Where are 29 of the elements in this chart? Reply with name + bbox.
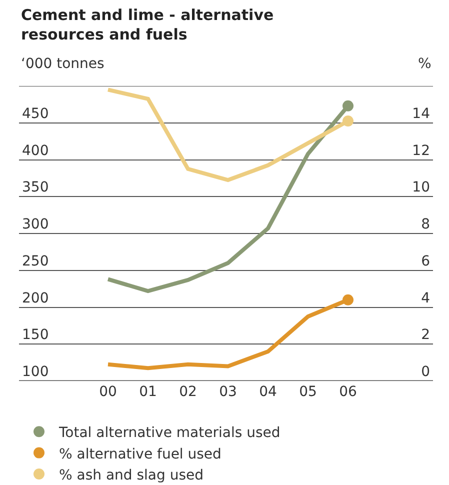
legend-label: Total alternative materials used bbox=[58, 425, 280, 442]
legend-label: % ash and slag used bbox=[59, 467, 204, 484]
x-tick-label: 01 bbox=[139, 384, 157, 400]
y-tick-label: 200 bbox=[22, 290, 49, 306]
chart-title: Cement and lime - alternative resources and fuels bbox=[21, 6, 274, 44]
y-tick-label: 250 bbox=[22, 253, 49, 270]
y2-tick-label: 8 bbox=[421, 216, 430, 233]
y2-axis-title: % bbox=[418, 56, 432, 72]
y-tick-label: 300 bbox=[22, 216, 49, 233]
legend-label: % alternative fuel used bbox=[59, 446, 222, 462]
x-tick-label: 03 bbox=[219, 384, 237, 400]
y-axis-title: ‘000 tonnes bbox=[21, 56, 104, 72]
y-tick-label: 100 bbox=[22, 364, 49, 380]
y2-tick-label: 14 bbox=[412, 106, 430, 122]
y-tick-label: 400 bbox=[22, 142, 49, 159]
y-tick-label: 350 bbox=[22, 180, 49, 196]
x-tick-label: 04 bbox=[259, 384, 277, 400]
y2-tick-label: 4 bbox=[421, 290, 430, 306]
x-tick-label: 00 bbox=[99, 384, 117, 400]
x-tick-label: 02 bbox=[179, 384, 197, 400]
y2-tick-label: 12 bbox=[412, 142, 430, 159]
x-tick-label: 06 bbox=[339, 384, 357, 400]
y2-tick-label: 6 bbox=[421, 253, 430, 270]
y2-tick-label: 10 bbox=[412, 180, 430, 196]
y2-tick-label: 2 bbox=[421, 327, 430, 344]
y-tick-label: 150 bbox=[22, 327, 49, 344]
y-tick-label: 450 bbox=[22, 106, 49, 122]
x-tick-label: 05 bbox=[299, 384, 317, 400]
y2-tick-label: 0 bbox=[421, 364, 430, 380]
